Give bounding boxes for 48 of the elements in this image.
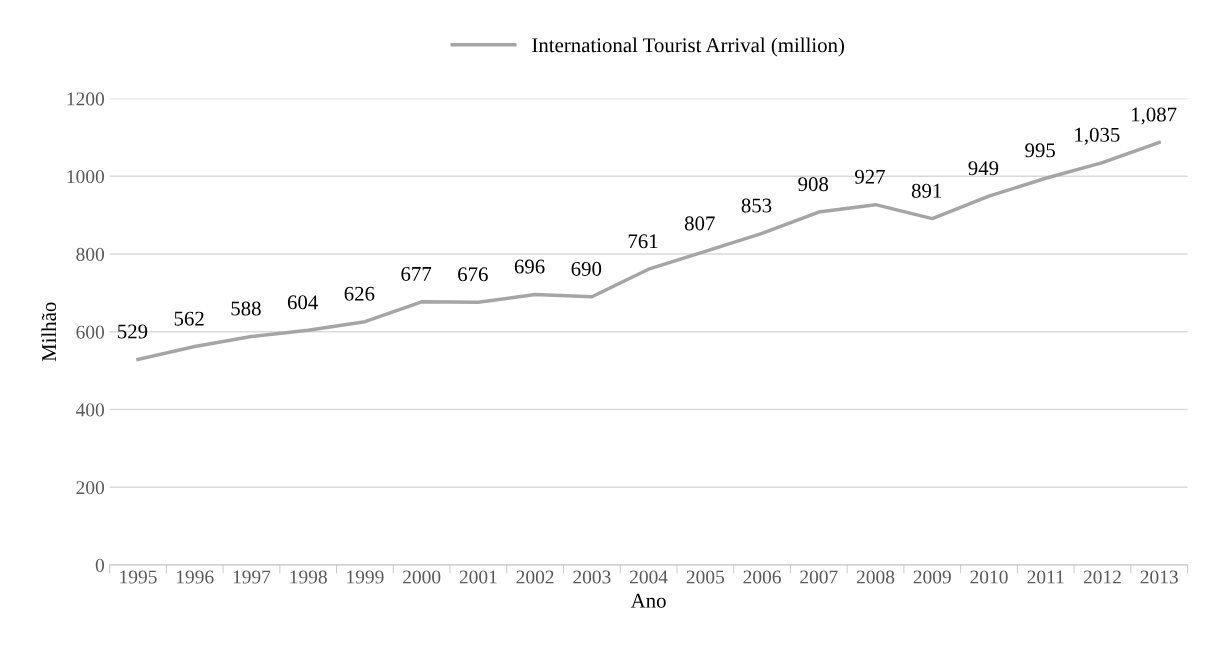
- x-tick-label: 1995: [120, 570, 157, 584]
- x-tick-label: 2007: [800, 570, 838, 584]
- legend-label: International Tourist Arrival (million): [532, 37, 844, 57]
- data-label: 696: [514, 259, 545, 274]
- x-tick-label: 2012: [1083, 570, 1121, 584]
- data-label: 676: [458, 267, 488, 282]
- data-label: 626: [344, 286, 375, 301]
- x-tick-label: 1999: [347, 570, 384, 584]
- data-label: 927: [855, 169, 885, 184]
- x-tick-label: 2010: [970, 570, 1008, 584]
- x-tick-label: 2013: [1140, 570, 1178, 584]
- data-label: 853: [741, 198, 772, 213]
- data-label: 908: [798, 177, 829, 192]
- y-tick-label: 0: [95, 558, 105, 572]
- x-tick-label: 1998: [290, 570, 327, 584]
- data-label: 891: [911, 183, 942, 198]
- y-tick-label: 800: [76, 247, 105, 261]
- data-label: 1,087: [1132, 107, 1177, 125]
- data-label: 562: [174, 311, 204, 326]
- data-label: 995: [1025, 143, 1055, 158]
- data-label: 677: [401, 266, 432, 281]
- data-label: 529: [118, 324, 148, 339]
- x-tick-label: 1996: [176, 570, 214, 584]
- data-label: 690: [571, 261, 602, 276]
- y-tick-label: 600: [76, 325, 105, 339]
- data-label: 761: [628, 234, 658, 249]
- y-tick-label: 1000: [67, 170, 105, 184]
- x-axis-title: Ano: [630, 593, 666, 608]
- data-label: 807: [684, 216, 715, 231]
- y-tick-label: 200: [76, 481, 105, 495]
- x-tick-label: 2009: [913, 570, 951, 584]
- data-label: 588: [231, 301, 261, 316]
- y-axis-title: Milhão: [41, 302, 57, 362]
- data-label: 949: [968, 161, 999, 176]
- x-tick-label: 1997: [233, 570, 271, 584]
- x-tick-label: 2001: [459, 570, 497, 584]
- data-label: 1,035: [1075, 127, 1120, 145]
- x-tick-label: 2011: [1027, 570, 1064, 584]
- x-tick-label: 2006: [743, 570, 781, 584]
- x-tick-label: 2005: [686, 570, 724, 584]
- x-tick-label: 2004: [629, 570, 668, 584]
- x-tick-label: 2003: [573, 570, 611, 584]
- y-tick-label: 1200: [67, 92, 105, 106]
- x-tick-label: 2002: [516, 570, 554, 584]
- data-label: 604: [287, 295, 318, 310]
- y-tick-label: 400: [75, 403, 105, 417]
- x-tick-label: 2000: [403, 570, 441, 584]
- x-tick-label: 2008: [856, 570, 895, 584]
